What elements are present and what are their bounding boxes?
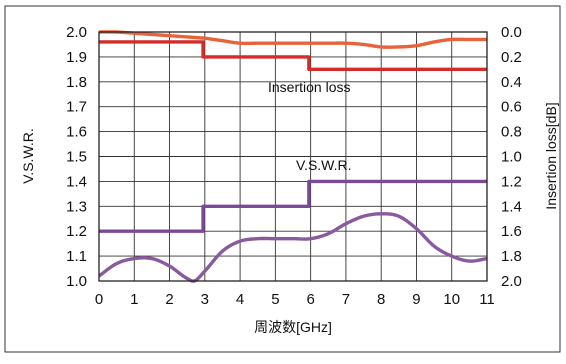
y-right-tick-label: 0.8 (501, 124, 522, 141)
series-line-il-spec (99, 40, 487, 72)
y-right-tick-labels: 0.0 0.2 0.4 0.6 0.8 1.0 1.2 1.4 1.6 1.8 2.0 (501, 24, 522, 290)
series-layer (98, 30, 488, 283)
y-left-tick-label: 1.7 (66, 99, 87, 116)
x-tick-label: 1 (130, 291, 138, 308)
x-tick-label: 8 (377, 291, 385, 308)
y-right-tick-label: 0.4 (501, 74, 522, 91)
y-left-tick-label: 2.0 (66, 24, 87, 41)
x-tick-label: 0 (95, 291, 103, 308)
y-left-tick-label: 1.6 (66, 124, 87, 141)
x-tick-label: 5 (271, 291, 279, 308)
y-left-tick-labels: 2.0 1.9 1.8 1.7 1.6 1.5 1.4 1.3 1.2 1.1 1.0 (66, 24, 87, 290)
y-right-tick-label: 1.2 (501, 173, 522, 190)
x-tick-labels: 0 1 2 3 4 5 6 7 8 9 10 11 (95, 291, 495, 308)
x-tick-label: 9 (412, 291, 420, 308)
y-right-tick-label: 0.6 (501, 99, 522, 116)
y-right-tick-label: 1.6 (501, 223, 522, 240)
y-right-tick-label: 1.8 (501, 248, 522, 265)
annotation-vswr: V.S.W.R. (296, 157, 352, 173)
plot-area-border (98, 31, 488, 282)
y-left-tick-label: 1.1 (66, 248, 87, 265)
series-line-vswr-measured (98, 212, 488, 283)
y-left-tick-label: 1.5 (66, 149, 87, 166)
y-right-tick-label: 0.2 (501, 49, 522, 66)
y-left-tick-label: 1.3 (66, 198, 87, 215)
y-left-axis-title: V.S.W.R. (20, 128, 36, 184)
y-right-tick-label: 2.0 (501, 273, 522, 290)
y-right-tick-label: 1.0 (501, 149, 522, 166)
x-axis-title: 周波数[GHz] (254, 319, 332, 335)
y-left-tick-label: 1.4 (66, 173, 87, 190)
x-tick-label: 4 (236, 291, 244, 308)
y-right-axis-title: Insertion loss[dB] (543, 102, 559, 209)
x-tick-label: 10 (443, 291, 460, 308)
x-tick-label: 2 (165, 291, 173, 308)
outer-border (4, 5, 561, 353)
y-right-tick-label: 1.4 (501, 198, 522, 215)
y-left-tick-label: 1.2 (66, 223, 87, 240)
x-tick-label: 3 (201, 291, 209, 308)
x-tick-label: 6 (306, 291, 314, 308)
series-line-vswr-spec (99, 179, 487, 233)
y-right-tick-label: 0.0 (501, 24, 522, 41)
y-left-tick-label: 1.0 (66, 273, 87, 290)
series-line-il-measured (98, 30, 487, 49)
y-left-tick-label: 1.9 (66, 49, 87, 66)
x-tick-label: 7 (342, 291, 350, 308)
annotation-insertion-loss: Insertion loss (268, 79, 350, 95)
y-left-tick-label: 1.8 (66, 74, 87, 91)
x-tick-label: 11 (479, 291, 495, 308)
